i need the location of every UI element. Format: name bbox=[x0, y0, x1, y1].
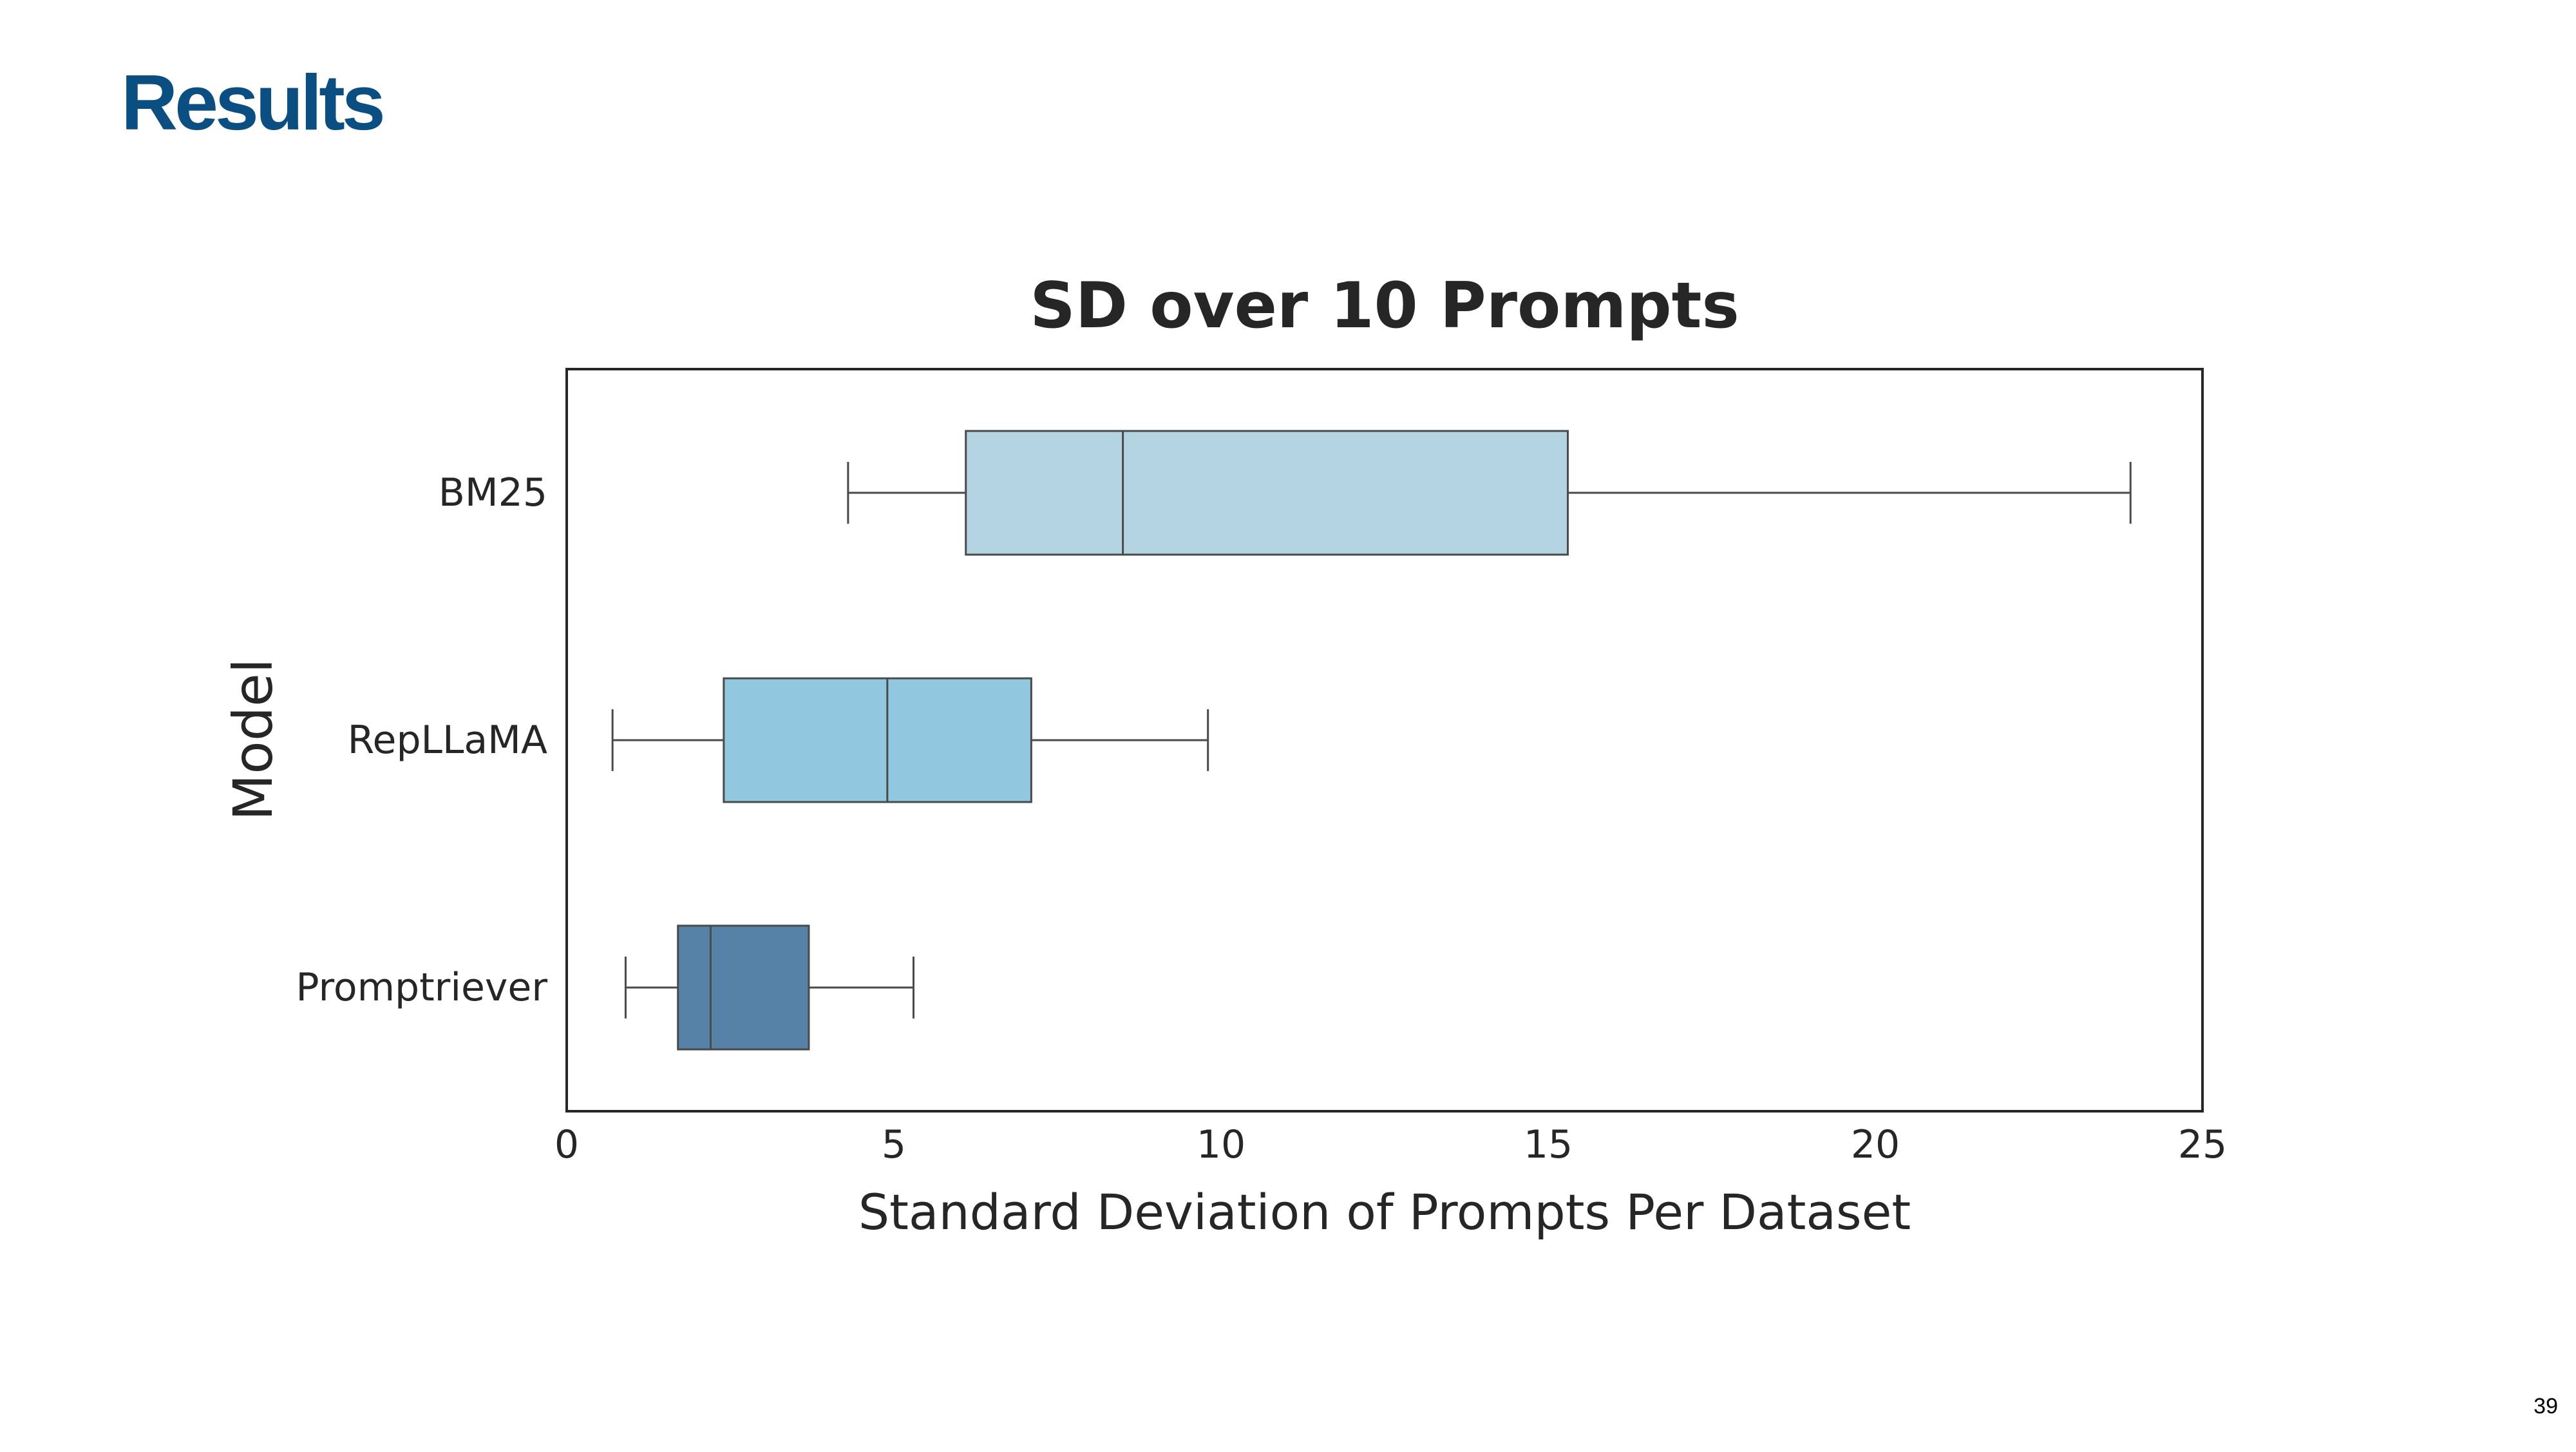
y-tick-label-promptriever: Promptriever bbox=[296, 965, 547, 1010]
page-number: 39 bbox=[2533, 1394, 2558, 1419]
plot-frame bbox=[565, 368, 2204, 1113]
x-tick-label-5: 5 bbox=[882, 1122, 906, 1167]
x-tick-labels: 0 5 10 15 20 25 bbox=[554, 1122, 2227, 1167]
x-tick-label-15: 15 bbox=[1524, 1122, 1573, 1167]
x-axis-label: Standard Deviation of Prompts Per Datase… bbox=[858, 1183, 1911, 1241]
chart-title: SD over 10 Prompts bbox=[1030, 269, 1739, 343]
y-tick-labels: BM25 RepLLaMA Promptriever bbox=[296, 470, 547, 1010]
x-tick-label-25: 25 bbox=[2178, 1122, 2227, 1167]
y-tick-label-bm25: BM25 bbox=[439, 470, 547, 515]
box-promptriever bbox=[677, 924, 810, 1051]
box-repllama bbox=[723, 677, 1032, 803]
x-tick-label-20: 20 bbox=[1851, 1122, 1900, 1167]
x-tick-label-10: 10 bbox=[1197, 1122, 1245, 1167]
box-group-bm25 bbox=[847, 430, 2132, 556]
slide-title: Results bbox=[121, 59, 386, 146]
x-tick-label-0: 0 bbox=[554, 1122, 579, 1167]
box-group-promptriever bbox=[624, 924, 914, 1051]
y-axis-label: Model bbox=[222, 658, 285, 821]
boxes-layer bbox=[611, 430, 2132, 1051]
box-group-repllama bbox=[611, 677, 1209, 803]
box-bm25 bbox=[965, 430, 1569, 556]
y-tick-label-repllama: RepLLaMA bbox=[348, 718, 547, 763]
